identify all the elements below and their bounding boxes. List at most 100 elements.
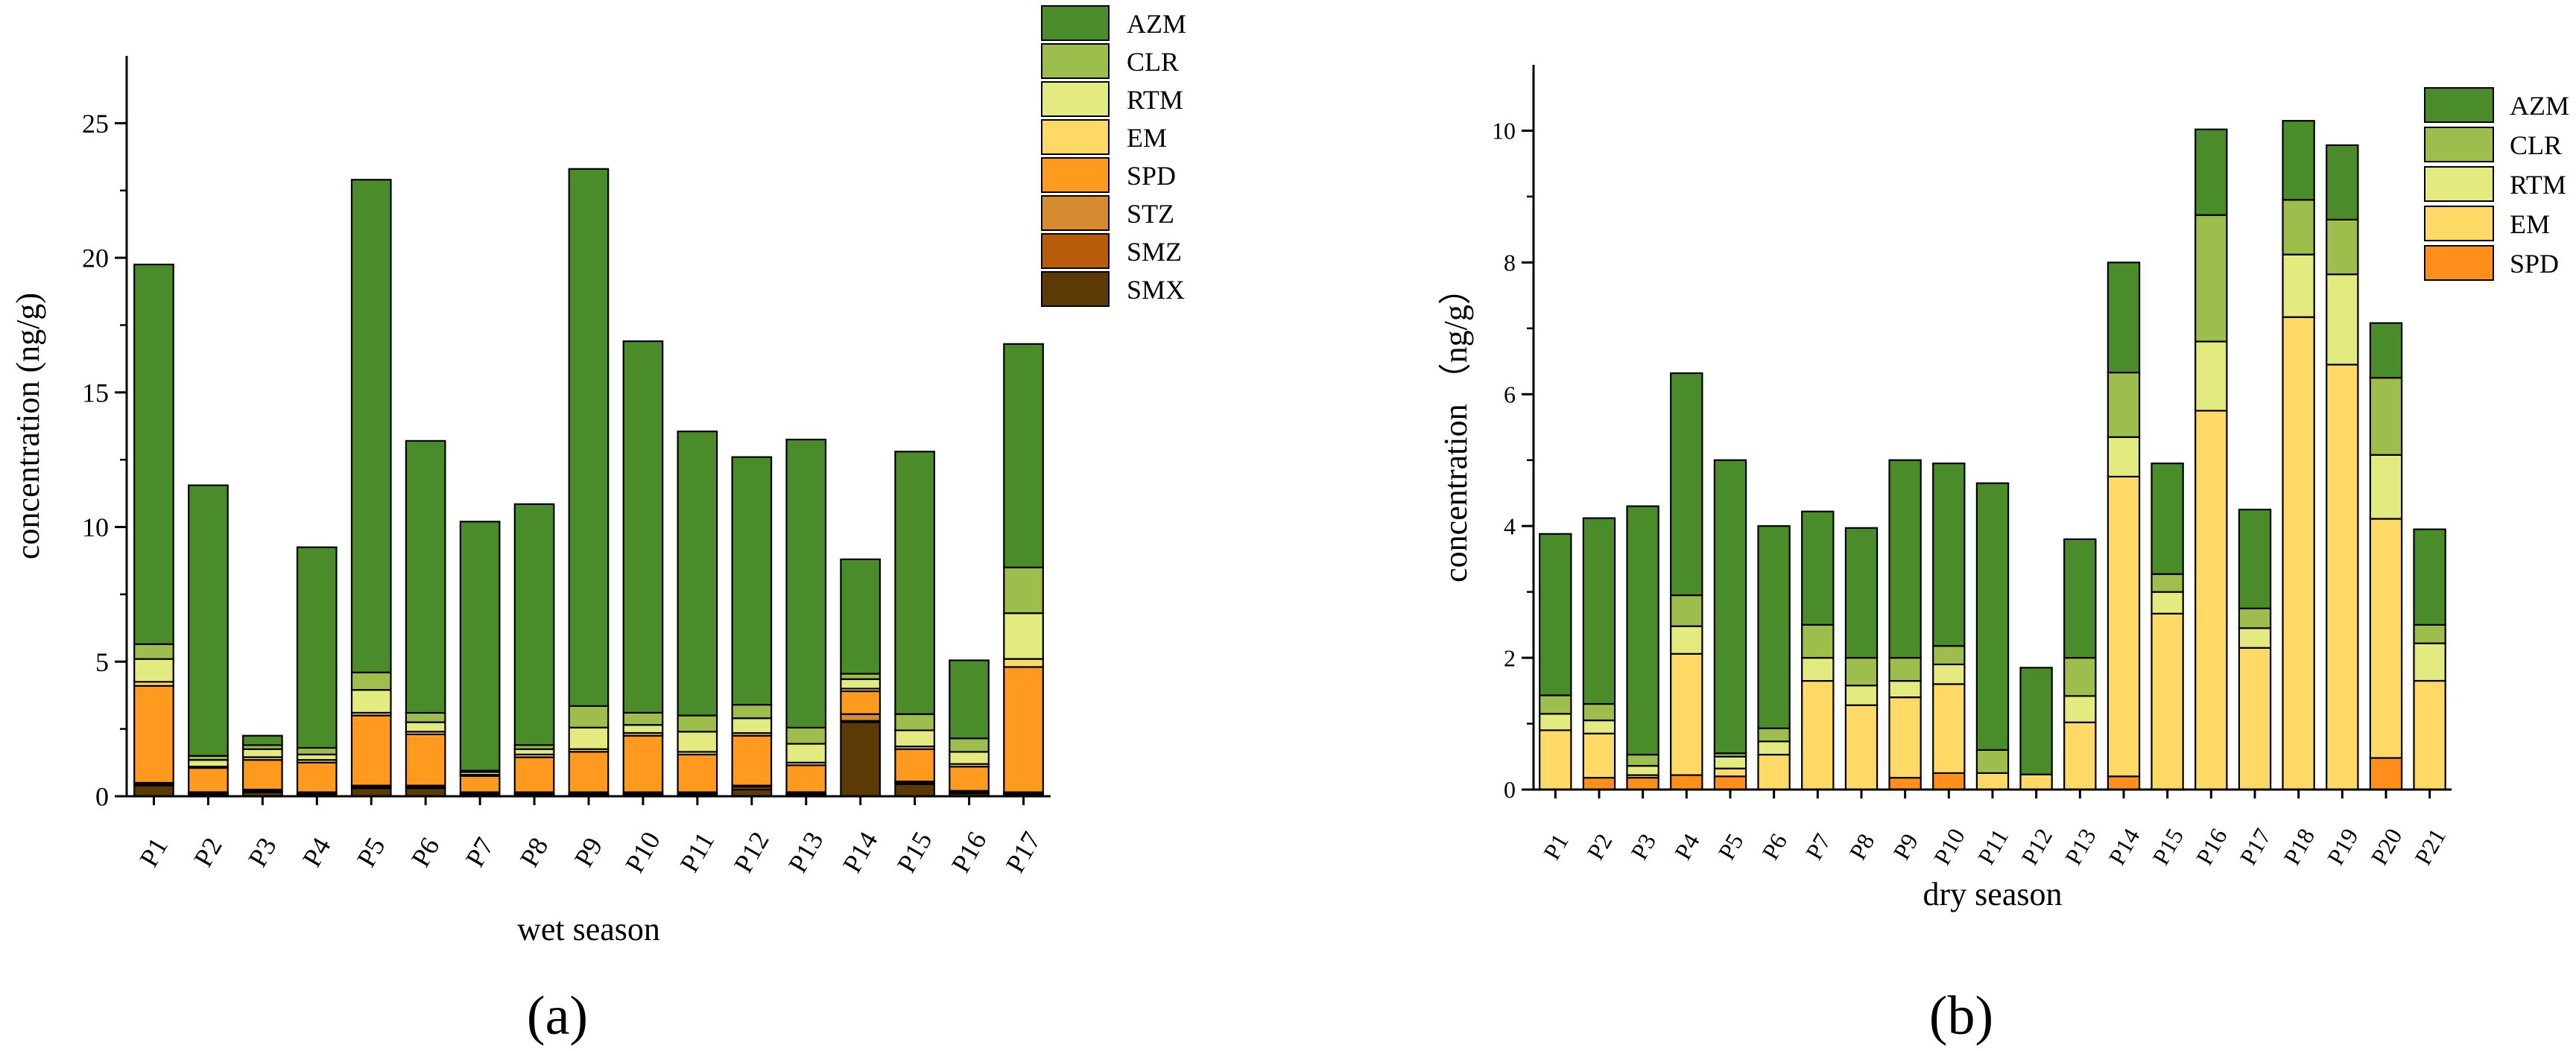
y-tick-label: 15	[82, 378, 109, 407]
bar-segment-em-p19	[2326, 363, 2359, 791]
bar-segment-azm-p2	[1582, 517, 1616, 705]
x-tick-label-p15: P15	[891, 827, 938, 878]
legend-label-spd: SPD	[2510, 249, 2559, 279]
bar-segment-em-p4	[1670, 652, 1703, 776]
legend-swatch-spd	[1041, 157, 1110, 193]
legend-label-azm: AZM	[1127, 9, 1186, 39]
x-tick-label-p1: P1	[1538, 829, 1574, 864]
bar-segment-spd-p14	[2107, 775, 2141, 791]
bar-segment-clr-p9	[1888, 656, 1922, 682]
legend-label-spd: SPD	[1127, 161, 1176, 191]
bar-segment-smx-p14	[840, 721, 882, 798]
bar-segment-spd-p16	[949, 766, 990, 792]
bar-segment-spd-p5	[350, 714, 392, 787]
legend-swatch-smz	[1041, 233, 1110, 269]
bar-segment-rtm-p10	[1932, 663, 1966, 685]
legend-swatch-clr	[2424, 127, 2494, 162]
bar-segment-clr-p14	[2107, 372, 2141, 438]
bar-segment-azm-p3	[242, 734, 283, 746]
x-tick-label-p3: P3	[1625, 829, 1661, 864]
x-tick-label-p16: P16	[946, 827, 993, 878]
bar-segment-azm-p7	[1801, 510, 1835, 626]
bar-segment-em-p14	[2107, 475, 2141, 778]
bar-segment-rtm-p20	[2369, 454, 2403, 520]
bar-segment-rtm-p12	[731, 717, 773, 734]
bar-segment-clr-p19	[2326, 218, 2359, 276]
bar-segment-clr-p3	[1626, 753, 1659, 767]
y-tick-label: 0	[1504, 776, 1516, 803]
bar-segment-spd-p10	[1932, 772, 1966, 791]
x-tick-label-p8: P8	[514, 833, 554, 872]
bar-segment-rtm-p14	[840, 678, 882, 690]
bar-segment-smx-p5	[350, 787, 392, 798]
x-tick-label-p9: P9	[569, 833, 609, 872]
bar-segment-clr-p17	[1003, 566, 1044, 615]
bar-segment-rtm-p9	[1888, 679, 1922, 699]
bar-segment-rtm-p13	[2063, 695, 2097, 723]
bar-segment-azm-p17	[1003, 343, 1044, 568]
x-tick-label-p19: P19	[2322, 824, 2364, 869]
bar-segment-clr-p13	[2063, 656, 2097, 697]
x-tick-label-p13: P13	[782, 827, 829, 878]
bar-segment-smx-p1	[133, 784, 174, 798]
bar-segment-em-p9	[1888, 696, 1922, 779]
panel-a-label: (a)	[527, 985, 588, 1047]
bar-segment-spd-p4	[296, 761, 338, 793]
bar-segment-rtm-p11	[677, 731, 718, 753]
x-tick-label-p2: P2	[188, 833, 228, 872]
bar-segment-rtm-p5	[1713, 755, 1747, 769]
bar-segment-clr-p11	[677, 714, 718, 733]
bar-segment-spd-p12	[731, 734, 773, 787]
bar-segment-clr-p1	[1539, 694, 1572, 715]
y-tick-label: 8	[1504, 250, 1516, 276]
bar-segment-azm-p16	[2194, 128, 2228, 216]
bar-segment-stz-p14	[840, 713, 882, 722]
bar-segment-rtm-p7	[1801, 656, 1835, 682]
bar-segment-azm-p3	[1626, 505, 1659, 756]
x-axis-label: dry season	[1923, 876, 2063, 912]
y-tick-label: 20	[82, 244, 109, 273]
bar-segment-em-p8	[1844, 704, 1879, 791]
bar-segment-azm-p4	[1670, 372, 1703, 597]
bar-segment-azm-p18	[2282, 120, 2315, 201]
bar-segment-azm-p12	[731, 456, 773, 706]
bar-segment-spd-p5	[1713, 775, 1747, 791]
legend-swatch-smx	[1041, 271, 1110, 307]
bar-segment-em-p13	[2063, 721, 2097, 791]
bar-segment-clr-p5	[350, 671, 392, 691]
bar-segment-azm-p19	[2326, 144, 2359, 220]
panel-b-label: (b)	[1929, 985, 1993, 1047]
bar-segment-azm-p6	[405, 439, 446, 714]
x-tick-label-p18: P18	[2278, 824, 2320, 869]
bar-segment-spd-p2	[188, 766, 229, 793]
legend-label-stz: STZ	[1127, 199, 1174, 229]
bar-segment-azm-p9	[1888, 459, 1922, 659]
x-tick-label-p12: P12	[2016, 824, 2057, 869]
x-tick-label-p20: P20	[2365, 824, 2407, 869]
bar-segment-spd-p9	[568, 751, 610, 793]
bar-segment-rtm-p6	[405, 721, 446, 733]
x-tick-label-p3: P3	[242, 833, 282, 872]
bar-segment-rtm-p2	[1582, 719, 1616, 734]
bar-segment-azm-p17	[2238, 508, 2272, 609]
bar-segment-rtm-p16	[2194, 340, 2228, 412]
bar-segment-azm-p16	[949, 659, 990, 740]
y-axis-label: concentration （ng/g）	[1437, 272, 1474, 582]
bar-segment-azm-p11	[1975, 482, 2010, 752]
x-tick-label-p12: P12	[728, 827, 775, 878]
bar-segment-rtm-p8	[1844, 685, 1879, 706]
bar-segment-azm-p15	[894, 451, 936, 715]
bar-segment-em-p11	[1975, 772, 2010, 791]
bar-segment-clr-p6	[405, 711, 446, 723]
legend-swatch-em	[1041, 119, 1110, 155]
x-tick-label-p6: P6	[1756, 829, 1792, 864]
x-tick-label-p9: P9	[1887, 829, 1923, 864]
x-tick-label-p11: P11	[674, 827, 720, 877]
bar-segment-azm-p12	[2019, 667, 2053, 775]
bar-segment-rtm-p18	[2282, 253, 2315, 318]
bar-segment-azm-p1	[133, 264, 174, 645]
bar-segment-rtm-p17	[1003, 612, 1044, 660]
bar-segment-azm-p5	[350, 179, 392, 673]
bar-segment-spd-p20	[2369, 757, 2403, 791]
